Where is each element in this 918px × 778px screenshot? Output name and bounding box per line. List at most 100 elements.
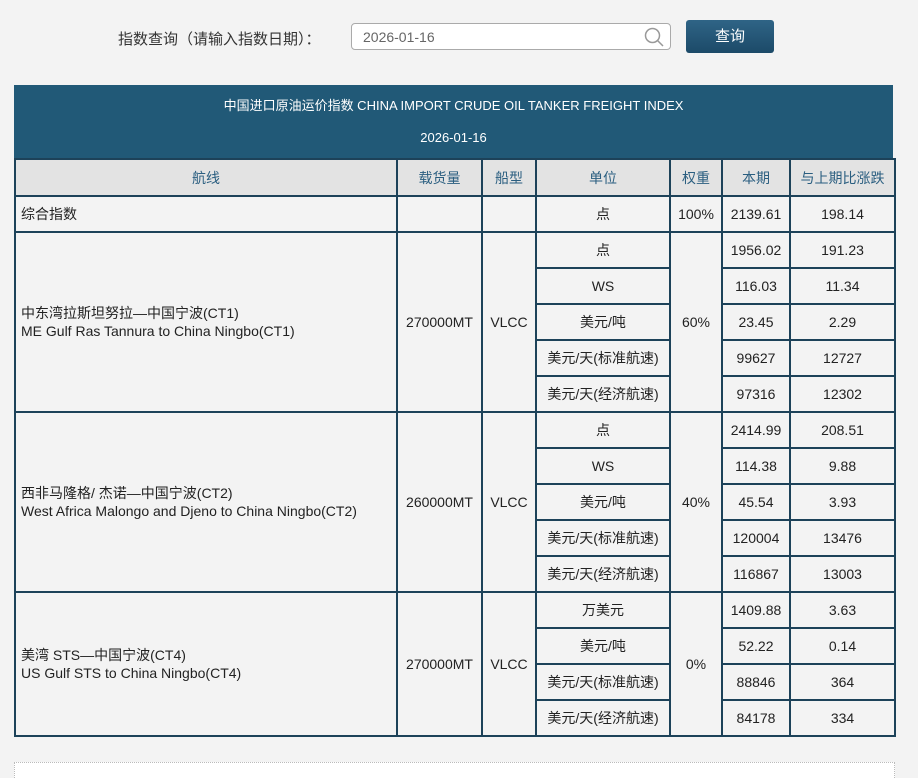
weight-cell: 60% — [669, 231, 723, 413]
unit-cell: 点 — [535, 231, 671, 269]
route-cell: 西非马隆格/ 杰诺—中国宁波(CT2) West Africa Malongo a… — [14, 411, 398, 593]
route-name-en: US Gulf STS to China Ningbo(CT4) — [21, 665, 242, 681]
table-row: 美元/天(经济航速) 84178 334 — [15, 699, 896, 737]
date-input-box[interactable] — [351, 23, 671, 50]
ship-cell: VLCC — [481, 411, 537, 593]
composite-route: 综合指数 — [14, 195, 398, 233]
change-cell: 9.88 — [789, 447, 896, 485]
current-cell: 45.54 — [721, 483, 791, 521]
table-row: 西非马隆格/ 杰诺—中国宁波(CT2) West Africa Malongo a… — [14, 411, 896, 593]
ship-cell: VLCC — [481, 591, 537, 737]
column-header: 航线 — [14, 158, 398, 197]
weight-cell: 0% — [669, 591, 723, 737]
current-cell: 99627 — [721, 339, 791, 377]
weight-cell: 40% — [669, 411, 723, 593]
current-cell: 52.22 — [721, 627, 791, 665]
unit-cell: 美元/吨 — [535, 627, 671, 665]
unit-cell: 点 — [535, 411, 671, 449]
unit-cell: WS — [535, 447, 671, 485]
unit-cell: 点 — [535, 195, 671, 233]
current-cell: 116.03 — [721, 267, 791, 305]
table-row: 中东湾拉斯坦努拉—中国宁波(CT1) ME Gulf Ras Tannura to… — [14, 231, 896, 413]
table-row: 美元/天(经济航速) 116867 13003 — [15, 555, 896, 593]
load-cell: 270000MT — [396, 591, 483, 737]
unit-cell: 美元/天(经济航速) — [535, 699, 671, 737]
change-cell: 13476 — [789, 519, 896, 557]
change-cell: 198.14 — [789, 195, 896, 233]
table-row: WS 114.38 9.88 — [15, 447, 896, 485]
change-cell: 208.51 — [789, 411, 896, 449]
change-cell: 364 — [789, 663, 896, 701]
column-header: 船型 — [481, 158, 537, 197]
search-label: 指数查询（请输入指数日期）： — [118, 31, 321, 48]
current-cell: 88846 — [721, 663, 791, 701]
current-cell: 23.45 — [721, 303, 791, 341]
current-cell: 1409.88 — [721, 591, 791, 629]
unit-cell: 美元/天(经济航速) — [535, 375, 671, 413]
column-header: 本期 — [721, 158, 791, 197]
ship-cell: VLCC — [481, 231, 537, 413]
table-banner: 中国进口原油运价指数 CHINA IMPORT CRUDE OIL TANKER… — [14, 85, 893, 158]
search-bar: 指数查询（请输入指数日期）： 查询 — [0, 20, 918, 54]
table-row: WS 116.03 11.34 — [15, 267, 896, 305]
table-row: 综合指数 点 100% 2139.61 198.14 — [14, 195, 896, 233]
route-name-en: ME Gulf Ras Tannura to China Ningbo(CT1) — [21, 323, 295, 339]
current-cell: 2139.61 — [721, 195, 791, 233]
current-cell: 97316 — [721, 375, 791, 413]
unit-cell: WS — [535, 267, 671, 305]
change-cell: 11.34 — [789, 267, 896, 305]
column-header: 单位 — [535, 158, 671, 197]
table-row: 美元/吨 23.45 2.29 — [15, 303, 896, 341]
change-cell: 12727 — [789, 339, 896, 377]
table-row: 美元/天(标准航速) 99627 12727 — [15, 339, 896, 377]
change-cell: 12302 — [789, 375, 896, 413]
route-name-en: West Africa Malongo and Djeno to China N… — [21, 503, 357, 519]
load-cell: 270000MT — [396, 231, 483, 413]
index-title: 中国进口原油运价指数 CHINA IMPORT CRUDE OIL TANKER… — [223, 98, 684, 113]
table-row: 美元/吨 45.54 3.93 — [15, 483, 896, 521]
unit-cell: 美元/天(标准航速) — [535, 519, 671, 557]
column-header: 与上期比涨跌 — [789, 158, 896, 197]
unit-cell: 美元/天(标准航速) — [535, 663, 671, 701]
column-header: 载货量 — [396, 158, 483, 197]
route-name-cn: 中东湾拉斯坦努拉—中国宁波(CT1) — [21, 305, 239, 321]
query-button[interactable]: 查询 — [686, 20, 774, 53]
load-cell — [396, 195, 483, 233]
change-cell: 3.63 — [789, 591, 896, 629]
route-name-cn: 西非马隆格/ 杰诺—中国宁波(CT2) — [21, 485, 233, 501]
table-row: 美湾 STS—中国宁波(CT4) US Gulf STS to China Nin… — [14, 591, 896, 737]
table-row: 美元/天(经济航速) 97316 12302 — [15, 375, 896, 413]
route-cell: 美湾 STS—中国宁波(CT4) US Gulf STS to China Nin… — [14, 591, 398, 737]
table-row: 美元/天(标准航速) 120004 13476 — [15, 519, 896, 557]
ship-cell — [481, 195, 537, 233]
current-cell: 120004 — [721, 519, 791, 557]
unit-cell: 美元/天(经济航速) — [535, 555, 671, 593]
unit-cell: 美元/吨 — [535, 483, 671, 521]
freight-index-table: 航线 载货量 船型 单位 权重 本期 与上期比涨跌 综合指数点 100% 2139.61 198.… — [14, 158, 896, 737]
unit-cell: 万美元 — [535, 591, 671, 629]
current-cell: 1956.02 — [721, 231, 791, 269]
search-icon[interactable] — [644, 27, 664, 47]
date-input[interactable] — [361, 28, 635, 46]
current-cell: 114.38 — [721, 447, 791, 485]
column-header: 权重 — [669, 158, 723, 197]
route-name-cn: 美湾 STS—中国宁波(CT4) — [21, 647, 186, 663]
change-cell: 191.23 — [789, 231, 896, 269]
change-cell: 2.29 — [789, 303, 896, 341]
unit-cell: 美元/天(标准航速) — [535, 339, 671, 377]
unit-cell: 美元/吨 — [535, 303, 671, 341]
table-row: 美元/天(标准航速) 88846 364 — [15, 663, 896, 701]
current-cell: 84178 — [721, 699, 791, 737]
weight-cell: 100% — [669, 195, 723, 233]
change-cell: 3.93 — [789, 483, 896, 521]
current-cell: 116867 — [721, 555, 791, 593]
change-cell: 13003 — [789, 555, 896, 593]
load-cell: 260000MT — [396, 411, 483, 593]
current-cell: 2414.99 — [721, 411, 791, 449]
table-row: 美元/吨 52.22 0.14 — [15, 627, 896, 665]
footer-area — [14, 762, 895, 778]
index-date: 2026-01-16 — [420, 130, 487, 145]
change-cell: 0.14 — [789, 627, 896, 665]
change-cell: 334 — [789, 699, 896, 737]
route-cell: 中东湾拉斯坦努拉—中国宁波(CT1) ME Gulf Ras Tannura to… — [14, 231, 398, 413]
